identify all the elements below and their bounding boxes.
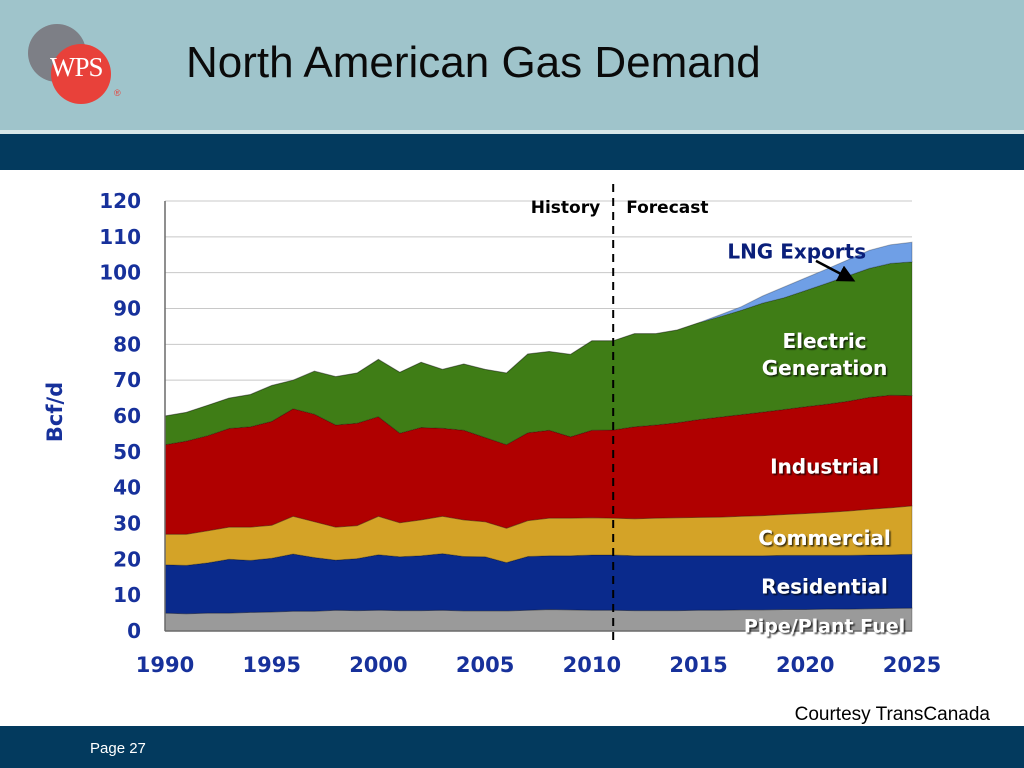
x-tick-label: 2000 — [349, 653, 407, 677]
page-number: Page 27 — [90, 740, 146, 757]
y-tick-label: 110 — [99, 225, 141, 249]
logo-registered-mark: ® — [114, 88, 121, 98]
commercial-label: Commercial — [758, 526, 891, 550]
y-tick-label: 30 — [113, 512, 141, 536]
y-tick-label: 10 — [113, 583, 141, 607]
series-labels: Electric Generation Industrial Commercia… — [744, 329, 905, 638]
industrial-label: Industrial — [770, 454, 879, 478]
history-label: History — [531, 198, 600, 218]
axes: 0 10 20 30 40 50 60 70 80 90 100 110 120 1990 1995 2000… — [99, 189, 941, 677]
gas-demand-chart: 0 10 20 30 40 50 60 70 80 90 100 110 120 1990 1995 2000… — [43, 184, 941, 677]
y-axis-label: Bcf/d — [43, 382, 67, 442]
x-tick-label: 2015 — [669, 653, 727, 677]
area-electric-generation — [164, 261, 913, 446]
footer-bar — [0, 726, 1024, 768]
x-tick-label: 1990 — [136, 653, 194, 677]
y-tick-label: 60 — [113, 404, 141, 428]
logo-red-circle — [51, 44, 111, 104]
forecast-label: Forecast — [626, 198, 708, 218]
electric-generation-label-line2: Generation — [762, 356, 888, 380]
page-title: North American Gas Demand — [186, 38, 761, 87]
header-divider — [0, 130, 1024, 134]
x-tick-label: 1995 — [242, 653, 300, 677]
x-tick-label: 2025 — [883, 653, 941, 677]
y-tick-label: 100 — [99, 261, 141, 285]
electric-generation-label-line1: Electric — [782, 329, 866, 353]
lng-exports-arrow — [815, 259, 856, 282]
stacked-areas — [164, 241, 913, 632]
y-tick-label: 0 — [127, 619, 141, 643]
y-tick-label: 40 — [113, 476, 141, 500]
source-credit: Courtesy TransCanada — [794, 704, 990, 725]
y-tick-label: 20 — [113, 547, 141, 571]
y-tick-label: 120 — [99, 189, 141, 213]
y-tick-label: 80 — [113, 332, 141, 356]
y-tick-label: 90 — [113, 297, 141, 321]
x-tick-label: 2010 — [563, 653, 621, 677]
title-band — [0, 134, 1024, 170]
pipe-plant-fuel-label: Pipe/Plant Fuel — [744, 615, 905, 637]
area-lng-exports — [164, 241, 913, 417]
y-tick-label: 70 — [113, 368, 141, 392]
logo-text: WPS — [50, 52, 104, 82]
x-tick-label: 2005 — [456, 653, 514, 677]
company-logo: WPS ® — [28, 22, 158, 108]
x-tick-label: 2020 — [776, 653, 834, 677]
y-tick-label: 50 — [113, 440, 141, 464]
lng-exports-annotation: LNG Exports — [727, 239, 866, 263]
header-bar — [0, 0, 1024, 130]
residential-label: Residential — [761, 575, 888, 599]
